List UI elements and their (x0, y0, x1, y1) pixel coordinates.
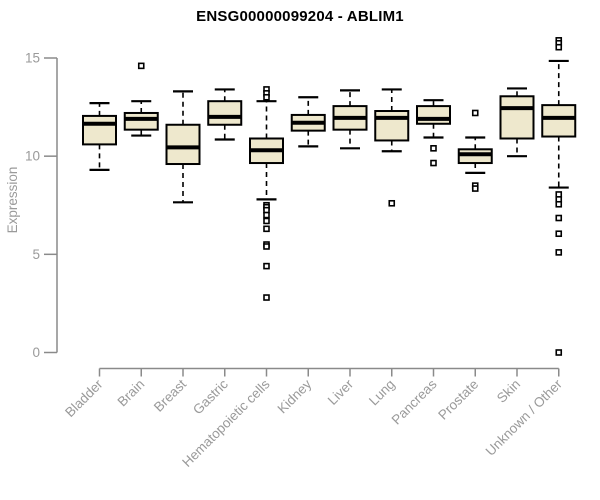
outlier-point-unknown-other (555, 249, 563, 256)
outlier-point-hematopoietic-cells (263, 294, 270, 301)
y-tick-label: 0 (32, 345, 40, 360)
x-category-label: Kidney (275, 376, 315, 416)
outlier-point-hematopoietic-cells (263, 262, 270, 270)
outlier-point-unknown-other (555, 200, 563, 208)
outlier-point-prostate (471, 185, 479, 192)
x-category-label: Bladder (62, 376, 106, 420)
x-category-label: Brain (114, 377, 147, 410)
outlier-point-unknown-other (555, 230, 563, 238)
x-category-label: Liver (325, 376, 357, 408)
outlier-point-hematopoietic-cells (263, 211, 270, 219)
outlier-point-hematopoietic-cells (263, 243, 270, 250)
x-category-label: Lung (366, 377, 398, 409)
outlier-point-hematopoietic-cells (263, 225, 270, 233)
box-breast (165, 123, 201, 166)
outlier-point-lung (388, 199, 396, 207)
y-tick-label: 10 (25, 149, 40, 164)
x-category-label: Skin (494, 377, 523, 406)
outlier-point-prostate (471, 109, 479, 117)
outlier-point-pancreas (430, 145, 437, 152)
box-brain (123, 111, 159, 131)
y-tick-label: 5 (32, 247, 40, 262)
outlier-point-unknown-other (555, 214, 563, 222)
box-bladder (82, 114, 117, 146)
x-category-label: Gastric (190, 376, 231, 417)
outlier-point-unknown-other (555, 43, 563, 51)
x-category-label: Prostate (435, 377, 481, 423)
outlier-point-unknown-other (555, 349, 563, 356)
box-unknown-other (541, 104, 577, 138)
box-lung (374, 110, 410, 142)
chart-title: ENSG00000099204 - ABLIM1 (196, 8, 404, 25)
box-skin (499, 95, 535, 140)
x-category-label: Pancreas (389, 376, 440, 427)
outlier-point-pancreas (430, 159, 437, 167)
box-pancreas (416, 105, 451, 125)
x-category-label: Unknown / Other (483, 376, 566, 459)
box-gastric (207, 100, 243, 126)
y-tick-label: 15 (25, 51, 40, 66)
outlier-point-brain (137, 62, 145, 70)
x-category-label: Breast (151, 376, 189, 414)
outlier-point-hematopoietic-cells (263, 217, 270, 225)
outlier-point-hematopoietic-cells (263, 93, 270, 101)
